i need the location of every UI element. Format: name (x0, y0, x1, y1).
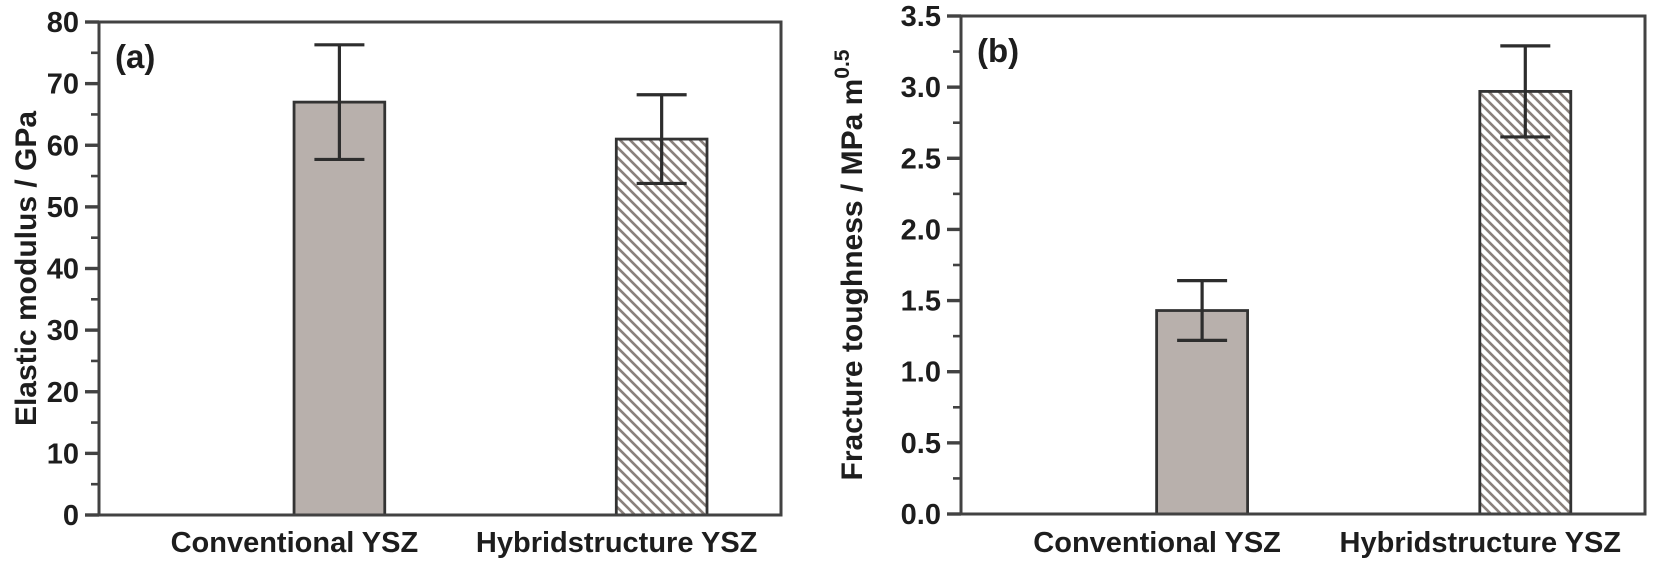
panel-label: (b) (977, 32, 1019, 69)
y-tick-label: 20 (47, 377, 79, 409)
x-category-label-hybridstructure-ysz: Hybridstructure YSZ (476, 527, 757, 559)
bar-hybridstructure-ysz (614, 137, 709, 517)
bar-hybridstructure-ysz (1478, 90, 1573, 516)
y-tick-label: 30 (47, 315, 79, 347)
y-tick-label: 80 (47, 7, 79, 39)
y-tick-label: 60 (47, 130, 79, 162)
bar-conventional-ysz (292, 100, 387, 517)
y-tick-label: 3.5 (901, 1, 941, 33)
y-tick-label: 40 (47, 254, 79, 286)
y-tick-label: 0 (63, 500, 79, 532)
panel-label: (a) (115, 38, 155, 75)
y-tick-label: 1.5 (901, 286, 941, 318)
y-tick-label: 0.5 (901, 428, 941, 460)
y-tick-label: 10 (47, 438, 79, 470)
error-bar-conventional-ysz (1177, 279, 1228, 343)
error-bar-hybridstructure-ysz (636, 93, 687, 186)
error-bar-hybridstructure-ysz (1500, 44, 1551, 139)
x-category-label-conventional-ysz: Conventional YSZ (171, 527, 419, 559)
y-axis-label: Elastic modulus / GPa (10, 111, 43, 426)
y-tick-label: 3.0 (901, 72, 941, 104)
y-tick-label: 70 (47, 69, 79, 101)
y-tick-label: 1.0 (901, 357, 941, 389)
x-category-label-conventional-ysz: Conventional YSZ (1033, 527, 1281, 559)
y-tick-label: 50 (47, 192, 79, 224)
bar-conventional-ysz (1155, 309, 1249, 516)
chart-b-fracture-toughness: 0.0 0.5 1.0 1.5 2.0 2.5 3.0 3.5 (b) Fracture toug… (831, 1, 1647, 559)
error-bar-conventional-ysz (314, 43, 365, 162)
y-axis-label-superscript: 0.5 (831, 49, 854, 79)
y-axis-label-text: Fracture toughness / MPa m (836, 79, 869, 481)
y-tick-label: 0.0 (901, 499, 941, 531)
y-axis-label-text: Elastic modulus / GPa (10, 111, 43, 426)
y-tick-label: 2.0 (901, 214, 941, 246)
chart-a-elastic-modulus: 0 10 20 30 40 50 60 70 80 (a) Elastic modulus / GP… (10, 7, 783, 559)
y-axis-label: Fracture toughness / MPa m0.5 (831, 49, 869, 480)
x-category-label-hybridstructure-ysz: Hybridstructure YSZ (1340, 527, 1621, 559)
y-tick-label: 2.5 (901, 143, 941, 175)
panel-a: 0 10 20 30 40 50 60 70 80 (a) Elastic modulus / GP… (10, 7, 783, 559)
panel-b: 0.0 0.5 1.0 1.5 2.0 2.5 3.0 3.5 (b) Fracture toug… (827, 0, 1654, 567)
